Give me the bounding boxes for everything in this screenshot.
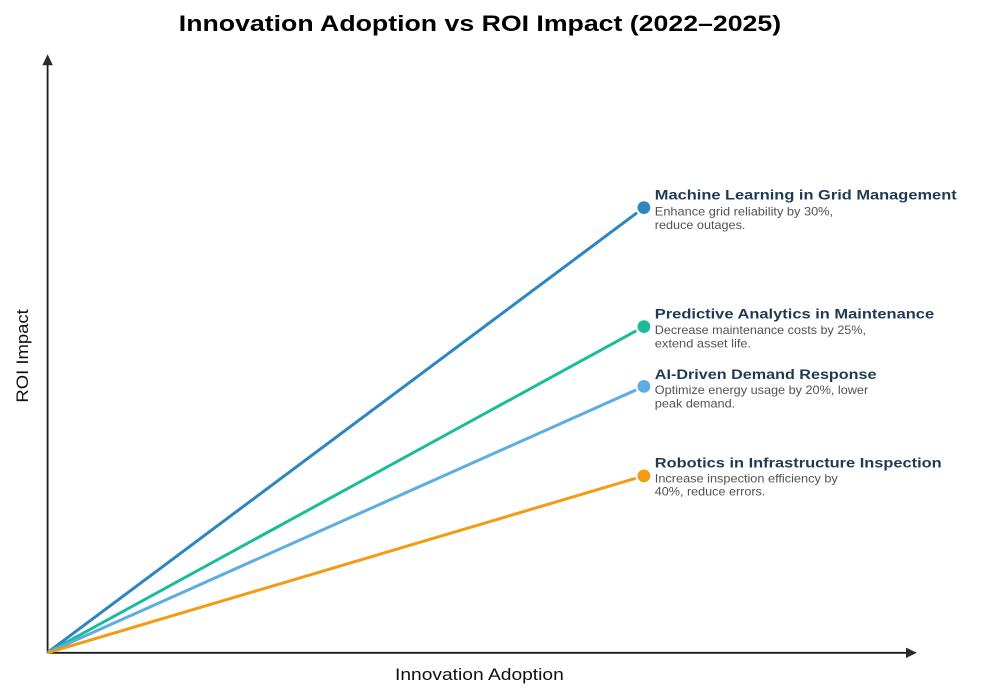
svg-text:Optimize energy usage by 20%,: Optimize energy usage by 20%, lower <box>655 383 868 397</box>
svg-text:Innovation Adoption vs ROI Imp: Innovation Adoption vs ROI Impact (2022–… <box>179 11 781 36</box>
svg-text:Decrease maintenance costs by: Decrease maintenance costs by 25%, <box>655 323 866 337</box>
svg-text:peak demand.: peak demand. <box>655 397 735 411</box>
svg-text:reduce outages.: reduce outages. <box>655 218 746 232</box>
svg-text:AI-Driven Demand Response: AI-Driven Demand Response <box>655 366 877 382</box>
svg-text:extend asset life.: extend asset life. <box>655 336 751 350</box>
svg-text:Increase inspection efficiency: Increase inspection efficiency by <box>655 471 838 485</box>
svg-text:Robotics in Infrastructure Ins: Robotics in Infrastructure Inspection <box>655 455 942 471</box>
svg-text:Machine Learning in Grid Manag: Machine Learning in Grid Management <box>655 186 957 202</box>
svg-text:40%, reduce errors.: 40%, reduce errors. <box>655 485 766 499</box>
svg-text:Predictive Analytics in Mainte: Predictive Analytics in Maintenance <box>655 305 934 321</box>
svg-text:Innovation Adoption: Innovation Adoption <box>395 665 564 684</box>
svg-text:Enhance grid reliability by 30: Enhance grid reliability by 30%, <box>655 205 833 219</box>
svg-text:ROI Impact: ROI Impact <box>13 309 32 403</box>
